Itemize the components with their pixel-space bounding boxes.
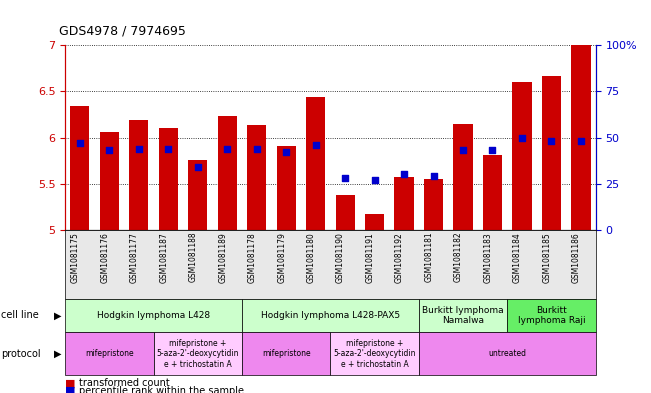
Text: GSM1081191: GSM1081191 [366,232,374,283]
Text: GSM1081180: GSM1081180 [307,232,316,283]
Text: mifepristone: mifepristone [262,349,311,358]
Text: GSM1081177: GSM1081177 [130,232,139,283]
Point [222,145,232,152]
Text: Hodgkin lymphoma L428: Hodgkin lymphoma L428 [97,311,210,320]
Text: GDS4978 / 7974695: GDS4978 / 7974695 [59,24,186,37]
Bar [572,45,590,230]
Point [399,171,409,178]
Point [311,142,321,148]
Text: Burkitt lymphoma
Namalwa: Burkitt lymphoma Namalwa [422,306,504,325]
Bar [129,120,148,230]
Bar [277,146,296,230]
Text: GSM1081188: GSM1081188 [189,232,198,283]
Bar [306,97,326,230]
Text: GSM1081186: GSM1081186 [572,232,581,283]
Point [369,177,380,183]
Text: mifepristone +
5-aza-2'-deoxycytidin
e + trichostatin A: mifepristone + 5-aza-2'-deoxycytidin e +… [156,339,239,369]
Bar [100,132,119,230]
Bar [247,125,266,230]
Text: GSM1081190: GSM1081190 [336,232,345,283]
Text: cell line: cell line [1,310,38,320]
Text: GSM1081183: GSM1081183 [484,232,493,283]
Text: GSM1081182: GSM1081182 [454,232,463,283]
Text: mifepristone +
5-aza-2'-deoxycytidin
e + trichostatin A: mifepristone + 5-aza-2'-deoxycytidin e +… [333,339,416,369]
Point [75,140,85,146]
Bar [542,76,561,230]
Text: GSM1081185: GSM1081185 [542,232,551,283]
Point [163,145,173,152]
Point [428,173,439,180]
Bar [454,124,473,230]
Bar [365,214,384,230]
Text: ▶: ▶ [54,310,62,320]
Point [251,145,262,152]
Bar [70,106,89,230]
Text: Burkitt
lymphoma Raji: Burkitt lymphoma Raji [518,306,585,325]
Bar [483,155,502,230]
Text: GSM1081176: GSM1081176 [100,232,109,283]
Bar [335,195,355,230]
Text: GSM1081178: GSM1081178 [247,232,256,283]
Text: GSM1081192: GSM1081192 [395,232,404,283]
Point [517,134,527,141]
Text: GSM1081189: GSM1081189 [218,232,227,283]
Text: GSM1081181: GSM1081181 [424,232,434,283]
Bar [217,116,237,230]
Bar [188,160,207,230]
Text: transformed count: transformed count [79,378,170,388]
Point [488,147,498,154]
Point [458,147,468,154]
Bar [424,179,443,230]
Text: GSM1081184: GSM1081184 [513,232,522,283]
Text: ■: ■ [65,378,76,388]
Text: protocol: protocol [1,349,40,359]
Text: untreated: untreated [488,349,526,358]
Point [340,175,350,181]
Text: ▶: ▶ [54,349,62,359]
Text: Hodgkin lymphoma L428-PAX5: Hodgkin lymphoma L428-PAX5 [261,311,400,320]
Point [281,149,292,156]
Text: GSM1081187: GSM1081187 [159,232,168,283]
Text: percentile rank within the sample: percentile rank within the sample [79,386,244,393]
Bar [159,129,178,230]
Text: ■: ■ [65,386,76,393]
Text: GSM1081179: GSM1081179 [277,232,286,283]
Point [133,145,144,152]
Point [575,138,586,144]
Bar [512,82,532,230]
Bar [395,177,413,230]
Text: GSM1081175: GSM1081175 [71,232,80,283]
Point [104,147,115,154]
Text: mifepristone: mifepristone [85,349,133,358]
Point [546,138,557,144]
Point [193,164,203,170]
